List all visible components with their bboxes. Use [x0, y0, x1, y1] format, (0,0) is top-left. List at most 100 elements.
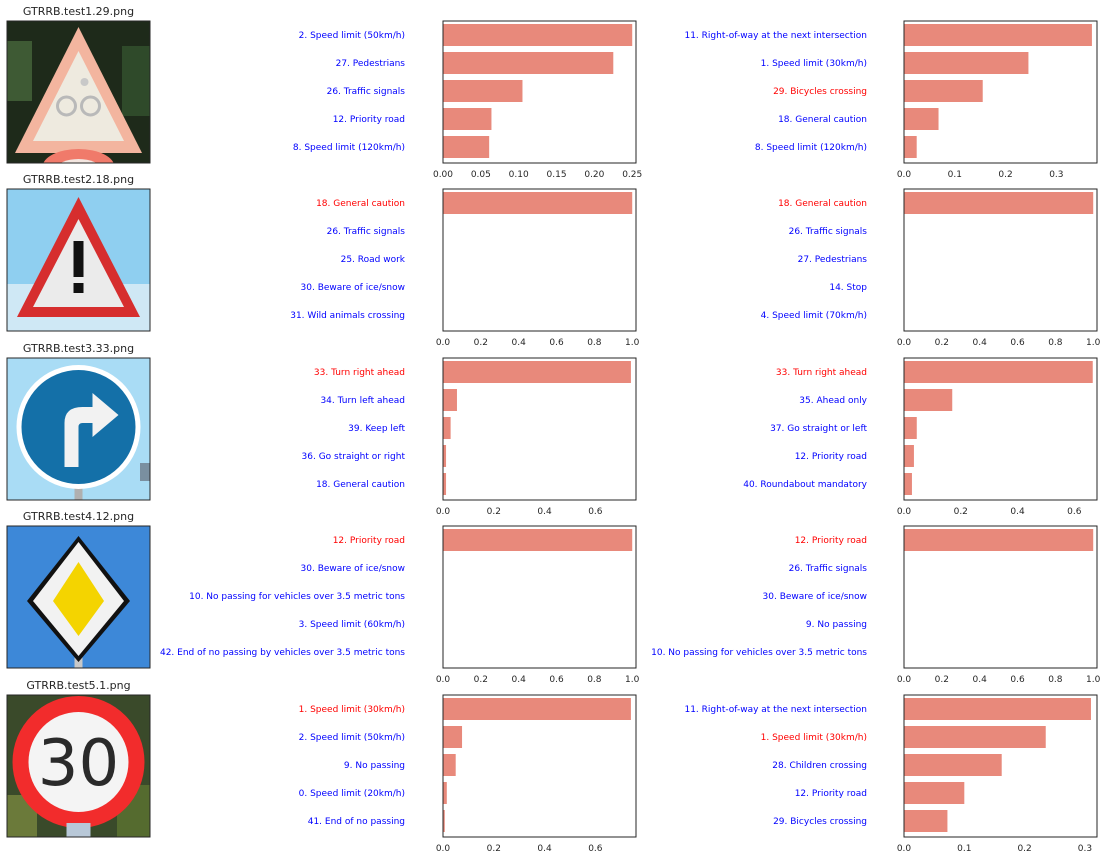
category-label: 18. General caution — [316, 480, 405, 490]
bar — [443, 52, 614, 74]
x-tick-label: 0.25 — [622, 170, 642, 180]
bar — [904, 192, 1094, 214]
bicycles-crossing-sign — [7, 21, 150, 163]
category-label: 26. Traffic signals — [789, 227, 868, 237]
category-label: 1. Speed limit (30km/h) — [761, 733, 867, 743]
image-frame — [6, 20, 151, 164]
bar-chart: 18. General caution 26. Traffic signals 27… — [761, 188, 1101, 348]
image-frame — [6, 525, 151, 669]
x-tick-label: 0.0 — [436, 675, 451, 685]
x-tick-label: 0.4 — [512, 675, 527, 685]
category-label: 8. Speed limit (120km/h) — [293, 143, 405, 153]
x-tick-label: 0.0 — [436, 338, 451, 348]
bar — [443, 810, 445, 832]
category-label: 30. Beware of ice/snow — [763, 592, 867, 602]
category-label: 36. Go straight or right — [302, 452, 406, 462]
bar — [443, 108, 492, 130]
x-tick-label: 0.2 — [1017, 844, 1031, 854]
x-tick-label: 0.2 — [998, 170, 1012, 180]
category-label: 33. Turn right ahead — [314, 368, 405, 378]
category-label: 14. Stop — [829, 283, 867, 293]
foliage — [122, 46, 150, 116]
speed-limit-30-sign: 30 — [7, 695, 150, 837]
category-label: 33. Turn right ahead — [776, 368, 867, 378]
x-tick-label: 0.8 — [1048, 675, 1063, 685]
plot-frame — [442, 357, 637, 501]
exclamation-icon — [73, 241, 84, 277]
x-tick-label: 0.6 — [549, 338, 564, 348]
x-tick-label: 0.2 — [935, 675, 949, 685]
category-label: 4. Speed limit (70km/h) — [761, 311, 867, 321]
category-label: 39. Keep left — [348, 424, 405, 434]
bar — [443, 361, 631, 383]
category-label: 9. No passing — [344, 761, 405, 771]
cyclist-head — [80, 78, 89, 86]
category-label: 3. Speed limit (60km/h) — [299, 620, 405, 630]
x-tick-label: 0.2 — [487, 507, 501, 517]
bar — [904, 361, 1093, 383]
triangle-inner — [33, 51, 124, 141]
category-label: 0. Speed limit (20km/h) — [299, 789, 405, 799]
x-tick-label: 0.2 — [474, 675, 488, 685]
bar — [904, 754, 1002, 776]
plot-frame — [442, 188, 637, 332]
bar — [904, 810, 948, 832]
bar — [443, 80, 523, 102]
x-tick-label: 0.4 — [512, 338, 527, 348]
sign-image-panel: GTRRB.test3.33.png — [6, 342, 151, 501]
bar — [443, 192, 633, 214]
x-tick-label: 0.8 — [587, 338, 602, 348]
bar — [904, 389, 953, 411]
x-tick-label: 0.0 — [897, 507, 912, 517]
category-label: 10. No passing for vehicles over 3.5 met… — [651, 648, 867, 658]
x-tick-label: 0.2 — [954, 507, 968, 517]
sign-plate — [66, 823, 91, 837]
x-tick-label: 0.0 — [436, 507, 451, 517]
category-label: 40. Roundabout mandatory — [743, 480, 867, 490]
plot-frame — [903, 20, 1098, 164]
x-tick-label: 0.0 — [897, 338, 912, 348]
sign-disc — [28, 712, 129, 812]
x-tick-label: 0.0 — [897, 675, 912, 685]
general-caution-sign — [7, 189, 150, 331]
x-tick-label: 0.6 — [549, 675, 564, 685]
bar-chart: 33. Turn right ahead 35. Ahead only 37. Go… — [743, 357, 1098, 517]
plot-frame — [903, 357, 1098, 501]
plot-frame — [442, 525, 637, 669]
bar-chart: 18. General caution 26. Traffic signals 25… — [290, 188, 640, 348]
sign-image-panel: GTRRB.test5.1.png 30 — [6, 679, 151, 838]
bar — [904, 52, 1029, 74]
category-label: 26. Traffic signals — [327, 87, 406, 97]
x-tick-label: 0.3 — [1049, 170, 1063, 180]
bar — [443, 417, 451, 439]
bar — [904, 80, 983, 102]
plot-frame — [442, 694, 637, 838]
category-label: 12. Priority road — [333, 115, 405, 125]
category-label: 1. Speed limit (30km/h) — [299, 705, 405, 715]
bar — [443, 782, 447, 804]
category-label: 29. Bicycles crossing — [773, 87, 867, 97]
bar-chart: 2. Speed limit (50km/h) 27. Pedestrians 26… — [293, 20, 642, 180]
category-label: 11. Right-of-way at the next intersectio… — [684, 31, 867, 41]
x-tick-label: 0.6 — [588, 844, 603, 854]
category-label: 12. Priority road — [795, 452, 867, 462]
plot-frame — [903, 525, 1098, 669]
bicycle-wheel — [56, 95, 77, 117]
x-tick-label: 0.2 — [487, 844, 501, 854]
x-tick-label: 0.6 — [588, 507, 603, 517]
category-label: 34. Turn left ahead — [320, 396, 405, 406]
lower-sign — [60, 159, 97, 163]
bar — [443, 24, 633, 46]
x-tick-label: 0.4 — [1010, 507, 1025, 517]
x-tick-label: 1.0 — [1086, 338, 1101, 348]
sign-image-panel: GTRRB.test1.29.png — [6, 5, 151, 164]
category-label: 10. No passing for vehicles over 3.5 met… — [189, 592, 405, 602]
bar — [443, 529, 633, 551]
diamond-yellow — [53, 562, 104, 636]
background-object — [140, 463, 150, 481]
category-label: 29. Bicycles crossing — [773, 817, 867, 827]
bar — [904, 698, 1091, 720]
bar-chart: 11. Right-of-way at the next intersectio… — [684, 20, 1098, 180]
category-label: 12. Priority road — [795, 536, 867, 546]
